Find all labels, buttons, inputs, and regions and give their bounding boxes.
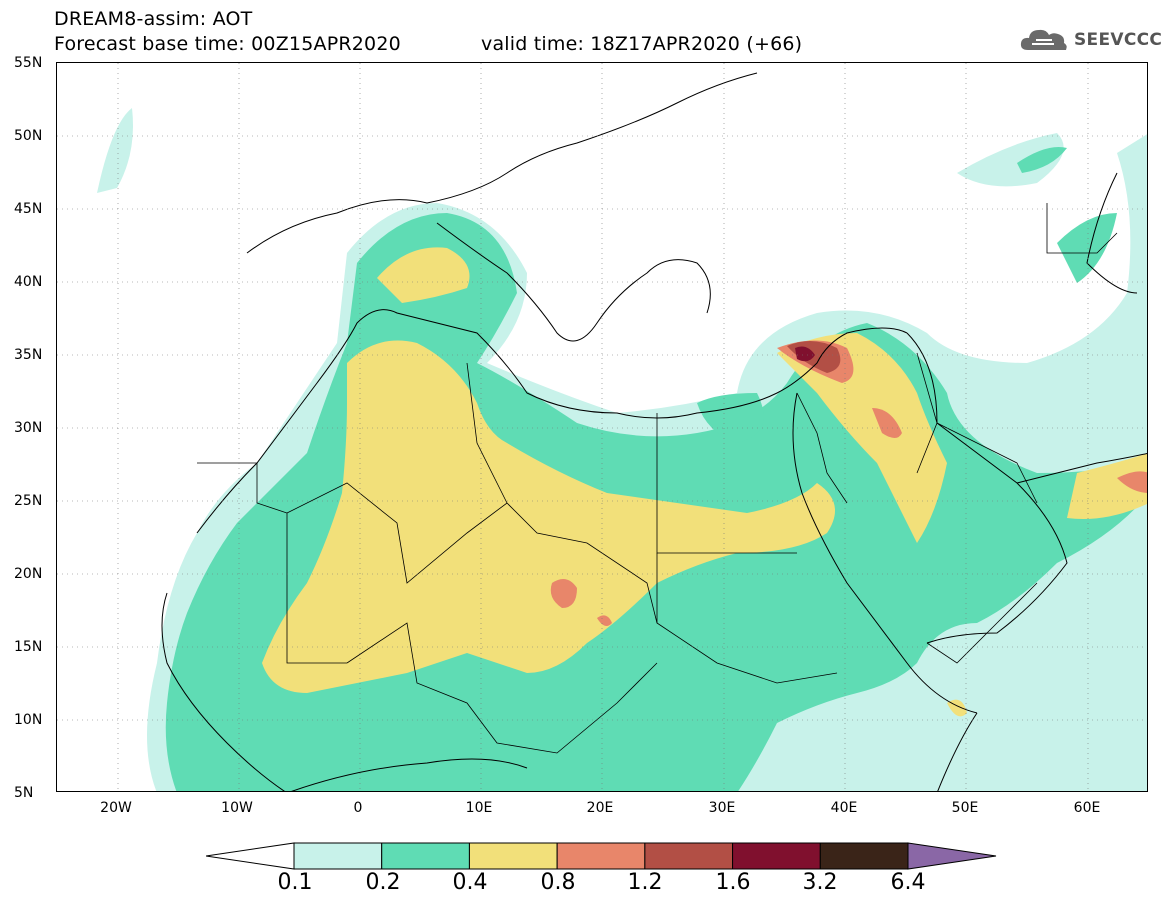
- valid-time: valid time: 18Z17APR2020 (+66): [481, 33, 803, 55]
- logo: SEEVCCC: [1018, 24, 1162, 56]
- borders: [197, 203, 1118, 754]
- lon-label: 30E: [708, 800, 736, 816]
- colorbar-swatch: [381, 842, 470, 870]
- colorbar-label: 0.1: [277, 870, 313, 895]
- lat-label: 25N: [14, 493, 43, 509]
- colorbar-swatch: [819, 842, 909, 870]
- colorbar-label: 3.2: [802, 870, 838, 895]
- lat-label: 20N: [14, 566, 43, 582]
- colorbar-over-arrow: [907, 842, 997, 870]
- lon-label: 10W: [221, 800, 253, 816]
- lon-label: 20E: [586, 800, 614, 816]
- colorbar-label: 1.6: [715, 870, 751, 895]
- map-canvas: [57, 63, 1147, 791]
- colorbar-swatch: [556, 842, 646, 870]
- aot-contour-1.6: [795, 346, 815, 362]
- colorbar-label: 0.8: [540, 870, 576, 895]
- lat-label: 35N: [14, 347, 43, 363]
- colorbar-swatch: [644, 842, 734, 870]
- lat-label: 10N: [14, 712, 43, 728]
- logo-text: SEEVCCC: [1074, 30, 1163, 50]
- lon-label: 50E: [951, 800, 979, 816]
- colorbar-under-arrow: [206, 842, 295, 870]
- lat-label: 15N: [14, 639, 43, 655]
- colorbar-label: 1.2: [627, 870, 663, 895]
- lat-label: 5N: [14, 785, 34, 801]
- cloud-icon: [1020, 29, 1067, 50]
- lat-label: 45N: [14, 201, 43, 217]
- colorbar-label: 6.4: [890, 870, 926, 895]
- lon-label: 20W: [100, 800, 132, 816]
- aot-map: [56, 62, 1148, 792]
- lon-label: 60E: [1073, 800, 1101, 816]
- lon-label: 10E: [465, 800, 493, 816]
- map-title: DREAM8-assim: AOT: [54, 8, 253, 30]
- colorbar-label: 0.2: [365, 870, 401, 895]
- lon-label: 0: [353, 800, 363, 816]
- lat-label: 50N: [14, 128, 43, 144]
- colorbar-swatch: [732, 842, 821, 870]
- colorbar-swatch: [293, 842, 383, 870]
- aot-contour-0.4: [262, 247, 1147, 717]
- lon-label: 40E: [830, 800, 858, 816]
- lat-label: 40N: [14, 274, 43, 290]
- lat-label: 55N: [14, 55, 43, 71]
- coastlines: [161, 72, 1147, 791]
- colorbar-swatches: [293, 842, 909, 870]
- base-time: Forecast base time: 00Z15APR2020: [54, 33, 401, 55]
- lat-label: 30N: [14, 420, 43, 436]
- colorbar-swatch: [468, 842, 558, 870]
- colorbar: [206, 842, 997, 870]
- graticule: [57, 63, 1147, 791]
- colorbar-label: 0.4: [452, 870, 488, 895]
